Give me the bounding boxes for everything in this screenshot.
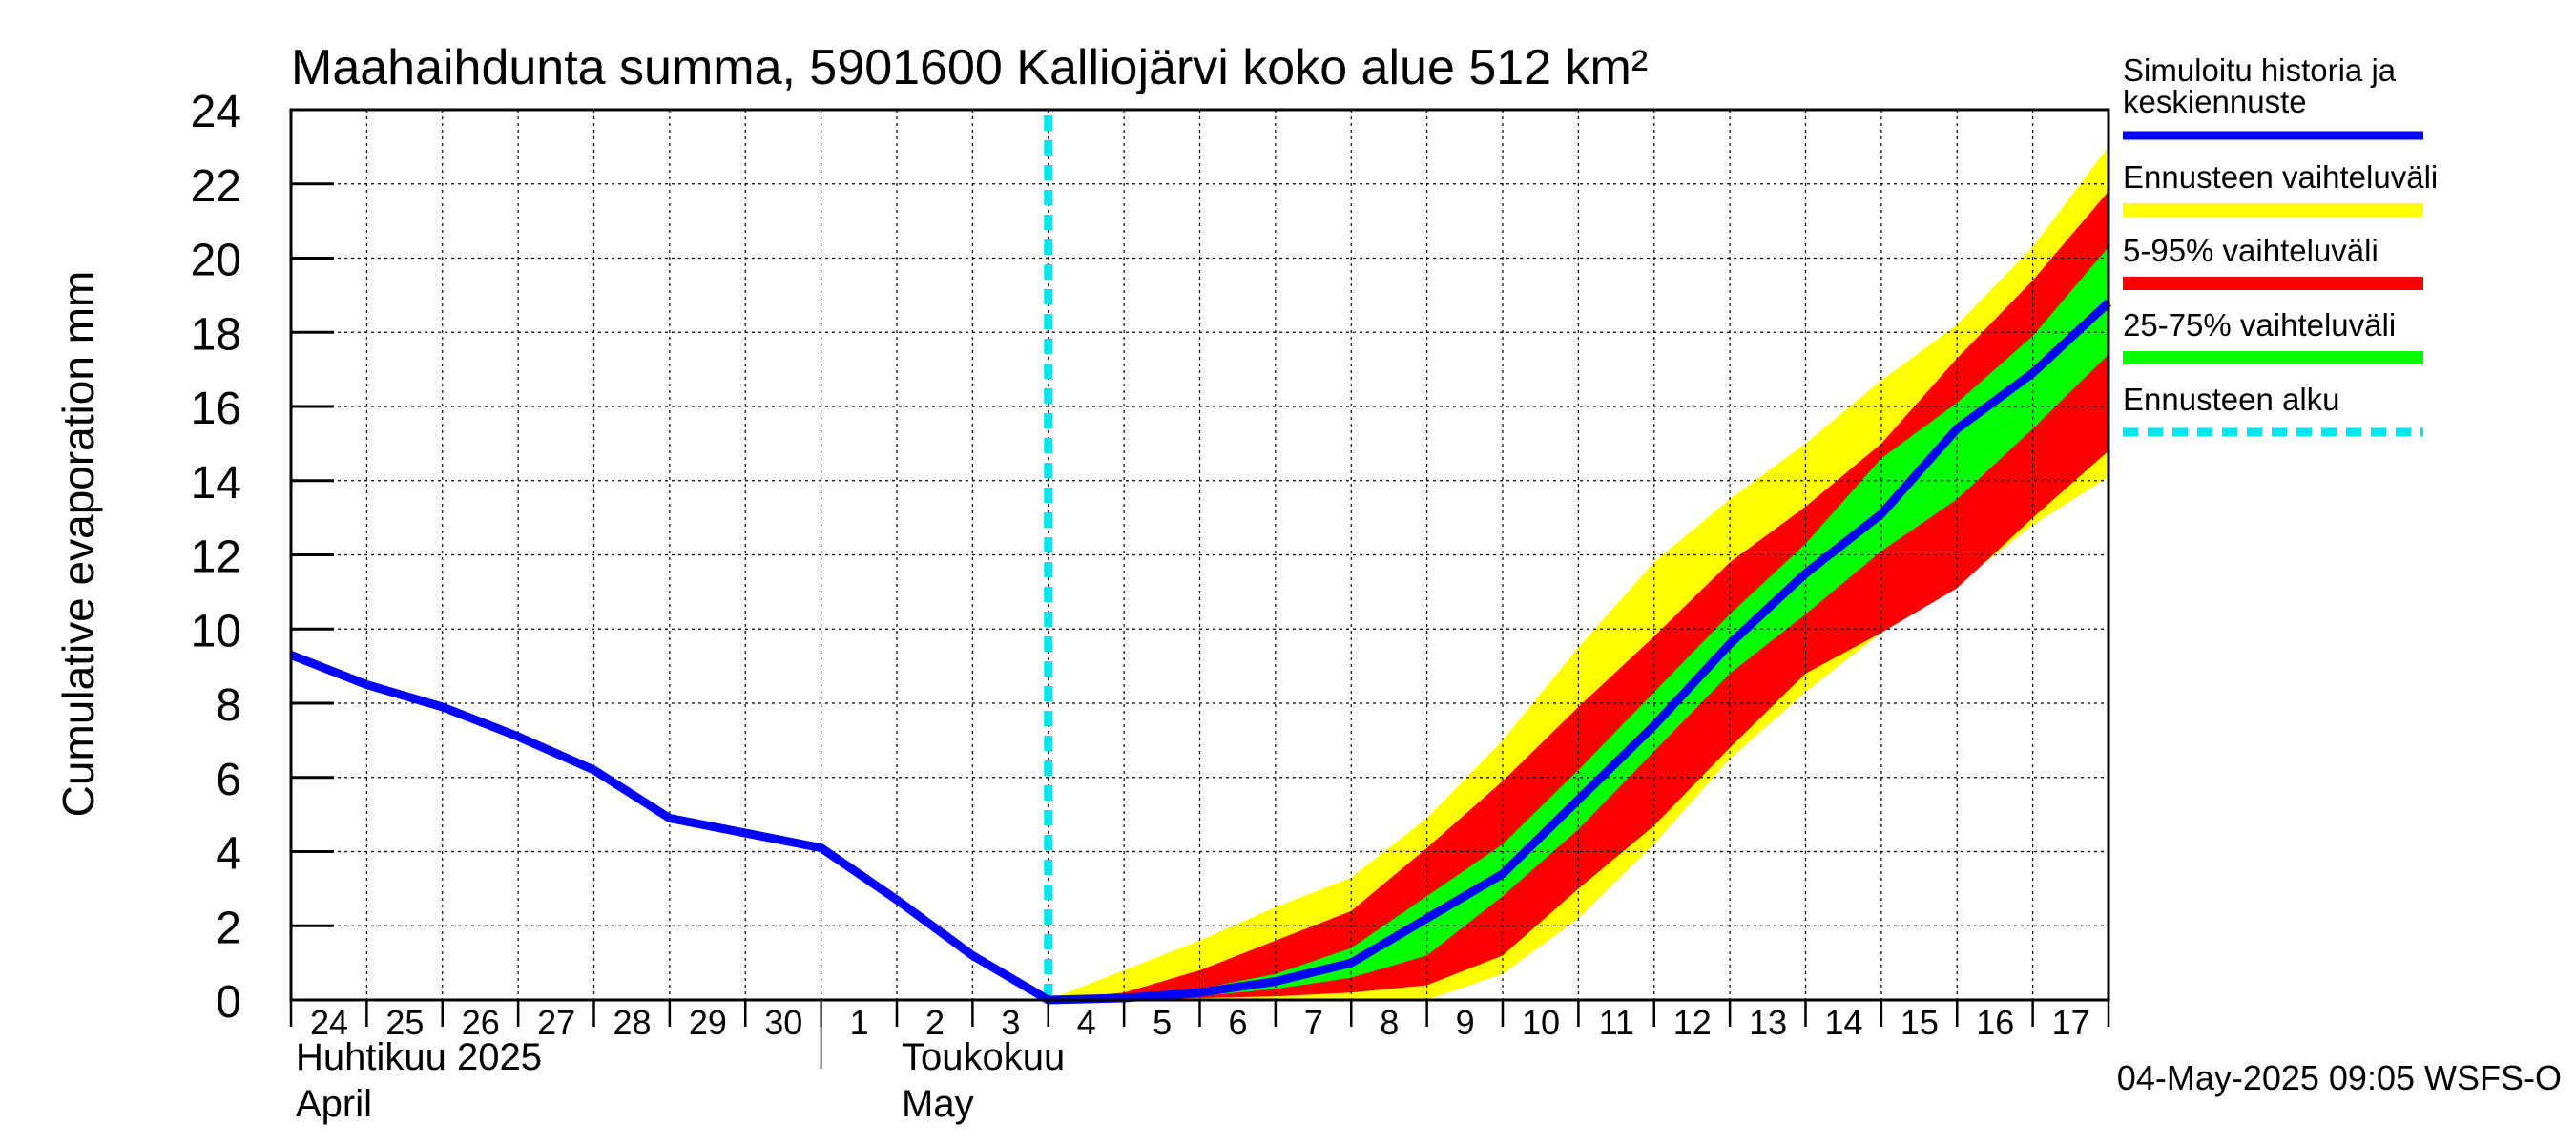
x-tick-label-8: 2 <box>925 1003 945 1042</box>
month-labels: Huhtikuu 2025 April Toukokuu May <box>296 1000 1065 1125</box>
mean-series-line <box>289 299 2112 1005</box>
x-tick-label-4: 28 <box>613 1003 651 1042</box>
month-label-1: Toukokuu <box>902 1036 1065 1078</box>
y-tick-label-1: 2 <box>216 903 241 953</box>
x-tick-label-3: 27 <box>537 1003 575 1042</box>
legend-label-0: Simuloitu historia ja keskiennuste <box>2123 52 2397 119</box>
y-tick-label-4: 8 <box>216 680 241 731</box>
x-tick-label-16: 10 <box>1522 1003 1560 1042</box>
x-tick-label-22: 16 <box>1976 1003 2014 1042</box>
x-tick-label-19: 13 <box>1749 1003 1787 1042</box>
month-sublabel-1: May <box>902 1083 974 1125</box>
month-sublabel-0: April <box>296 1083 372 1125</box>
x-tick-label-7: 1 <box>850 1003 869 1042</box>
mean-series <box>289 299 2112 1005</box>
x-tick-label-17: 11 <box>1599 1003 1634 1042</box>
y-tick-label-8: 16 <box>191 384 241 434</box>
x-tick-label-11: 5 <box>1153 1003 1172 1042</box>
legend: Simuloitu historia ja keskiennuste Ennuste… <box>2123 52 2438 437</box>
x-tick-label-14: 8 <box>1380 1003 1399 1042</box>
footer-timestamp: 04-May-2025 09:05 WSFS-O <box>2117 1058 2562 1097</box>
grid-lines <box>291 110 2109 1000</box>
x-tick-label-5: 29 <box>689 1003 727 1042</box>
legend-label-1: Ennusteen vaihteluväli <box>2123 159 2438 195</box>
x-tick-label-15: 9 <box>1456 1003 1475 1042</box>
month-label-0: Huhtikuu 2025 <box>296 1036 542 1078</box>
y-tick-label-3: 6 <box>216 755 241 805</box>
y-tick-label-10: 20 <box>191 236 241 286</box>
y-tick-label-9: 18 <box>191 309 241 360</box>
x-tick-label-9: 3 <box>1001 1003 1020 1042</box>
x-tick-label-1: 25 <box>385 1003 424 1042</box>
x-tick-label-6: 30 <box>764 1003 802 1042</box>
legend-label-2: 5-95% vaihteluväli <box>2123 233 2379 268</box>
x-tick-label-18: 12 <box>1673 1003 1712 1042</box>
y-tick-label-11: 22 <box>191 161 241 212</box>
x-tick-label-21: 15 <box>1901 1003 1939 1042</box>
y-axis-label: Cumulative evaporation mm <box>53 271 103 818</box>
y-tick-label-0: 0 <box>216 977 241 1028</box>
x-tick-label-23: 17 <box>2052 1003 2090 1042</box>
y-tick-label-12: 24 <box>191 87 241 137</box>
x-tick-label-10: 4 <box>1077 1003 1096 1042</box>
x-tick-label-2: 26 <box>462 1003 500 1042</box>
y-tick-label-7: 14 <box>191 458 241 509</box>
legend-label-3: 25-75% vaihteluväli <box>2123 307 2396 343</box>
x-axis-ticks: 24 25 26 27 28 29 30 1 2 3 4 5 6 7 8 9 10 11 12 13 14 15 16 17 <box>289 1000 2110 1042</box>
x-tick-label-20: 14 <box>1824 1003 1862 1042</box>
y-tick-label-2: 4 <box>216 829 241 880</box>
x-tick-label-13: 7 <box>1304 1003 1323 1042</box>
chart-title: Maahaihdunta summa, 5901600 Kalliojärvi … <box>291 40 1648 95</box>
x-tick-label-12: 6 <box>1228 1003 1247 1042</box>
legend-label-4: Ennusteen alku <box>2123 382 2340 417</box>
y-tick-label-5: 10 <box>191 606 241 656</box>
y-tick-label-6: 12 <box>191 532 241 583</box>
x-tick-label-0: 24 <box>310 1003 348 1042</box>
